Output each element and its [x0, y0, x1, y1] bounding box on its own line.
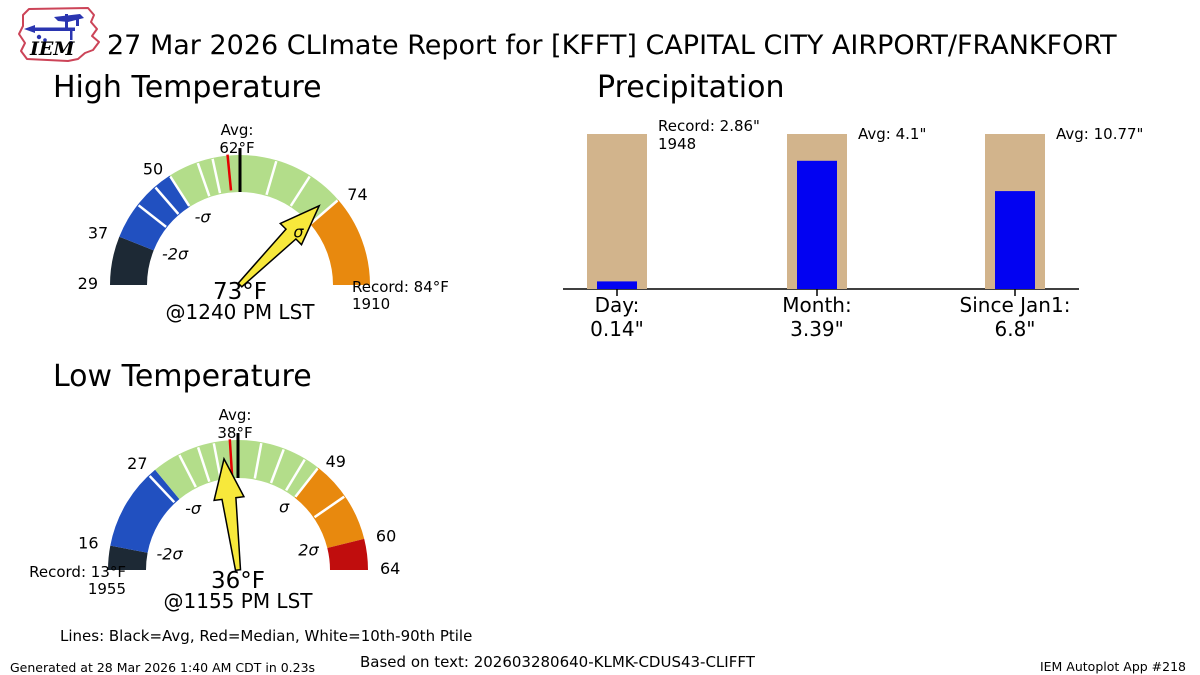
percentile-line	[285, 458, 306, 492]
gauge-range-label: 16	[78, 534, 98, 553]
sigma-label: -σ	[195, 208, 212, 227]
median-line	[228, 439, 234, 477]
iem-logo: IEM	[18, 7, 100, 62]
precipitation-header: Precipitation	[597, 70, 785, 105]
precip-value-bar	[597, 281, 637, 289]
gauge-segment	[110, 236, 154, 285]
median-line	[226, 154, 233, 191]
gauge-lines-legend: Lines: Black=Avg, Red=Median, White=10th…	[60, 627, 473, 645]
gauge-segment	[119, 175, 190, 251]
sigma-label: 2σ	[298, 540, 319, 559]
percentile-line	[265, 160, 278, 196]
percentile-line	[148, 475, 176, 504]
percentile-line	[294, 467, 319, 498]
gauge-segment	[107, 545, 148, 570]
precip-annotation: Record: 2.86"	[658, 117, 760, 135]
percentile-line	[313, 495, 345, 519]
percentile-line	[211, 158, 222, 194]
precip-annotation: Avg: 4.1"	[858, 125, 926, 143]
record-label: Record: 84°F	[352, 278, 449, 296]
gauge-range-label: 50	[143, 160, 163, 179]
autoplot-app-label: IEM Autoplot App #218	[1039, 659, 1186, 674]
gauge-segment	[169, 155, 339, 225]
current-value-label: 73°F	[213, 279, 267, 305]
gauge-range-label: 49	[326, 452, 346, 471]
high-temperature-header: High Temperature	[53, 70, 322, 105]
gauge-range-label: 60	[376, 527, 396, 546]
percentile-line	[269, 448, 285, 484]
average-label: Avg:	[219, 406, 252, 424]
precip-value-bar	[797, 160, 837, 289]
iem-logo-text: IEM	[29, 38, 75, 60]
precip-reference-bar	[587, 134, 647, 289]
precip-category-label: Month:	[782, 293, 851, 317]
precip-value-bar	[995, 191, 1035, 289]
sigma-label: σ	[279, 498, 290, 517]
precip-amount-label: 6.8"	[994, 317, 1035, 341]
page-title: 27 Mar 2026 CLImate Report for [KFFT] CA…	[107, 30, 1117, 61]
percentile-line	[196, 162, 211, 197]
gauge-segment	[310, 199, 370, 285]
gauge-range-label: 37	[88, 224, 108, 243]
gauge-needle	[237, 204, 321, 288]
low-temperature-gauge: 16 27 49 60 64 -2σ -σ σ 2σ Avg:38°F Record: 13°F19…	[29, 406, 400, 613]
precip-category-label: Since Jan1:	[960, 293, 1071, 317]
average-label: Avg:	[221, 121, 254, 139]
gauge-range-label: 29	[78, 274, 98, 293]
precipitation-chart: Record: 2.86"1948 Day:0.14" Avg: 4.1" Month…	[563, 117, 1143, 341]
percentile-line	[196, 446, 211, 482]
percentile-line	[137, 204, 167, 228]
gauge-range-label: 64	[380, 559, 400, 578]
percentile-line	[253, 442, 263, 479]
percentile-line	[169, 175, 191, 207]
sigma-label: σ	[293, 222, 304, 241]
average-label: 38°F	[217, 424, 252, 442]
precip-amount-label: 0.14"	[590, 317, 644, 341]
precip-amount-label: 3.39"	[790, 317, 844, 341]
precip-annotation: 1948	[658, 135, 696, 153]
gauge-segment	[327, 538, 368, 570]
precip-category-label: Day:	[595, 293, 640, 317]
sigma-label: -σ	[185, 499, 202, 518]
generated-timestamp: Generated at 28 Mar 2026 1:40 AM CDT in …	[10, 660, 316, 675]
observation-time-label: @1155 PM LST	[164, 589, 314, 613]
percentile-line	[289, 175, 311, 207]
gauge-range-label: 74	[347, 185, 367, 204]
record-label: 1910	[352, 295, 390, 313]
based-on-text: Based on text: 202603280640-KLMK-CDUS43-…	[360, 653, 755, 671]
gauge-range-label: 27	[127, 454, 147, 473]
sigma-label: -2σ	[162, 245, 189, 264]
precip-annotation: Avg: 10.77"	[1056, 125, 1143, 143]
record-label: Record: 13°F	[29, 563, 126, 581]
current-value-label: 36°F	[211, 568, 265, 594]
gauge-needle	[213, 456, 246, 572]
percentile-line	[154, 186, 180, 215]
record-label: 1955	[88, 580, 126, 598]
low-temperature-header: Low Temperature	[53, 359, 312, 394]
percentile-line	[310, 199, 339, 225]
average-label: 62°F	[219, 139, 254, 157]
percentile-line	[212, 443, 222, 479]
weather-vane-icon	[24, 14, 84, 45]
observation-time-label: @1240 PM LST	[166, 300, 316, 324]
percentile-line	[178, 454, 197, 488]
sigma-label: -2σ	[157, 544, 184, 563]
